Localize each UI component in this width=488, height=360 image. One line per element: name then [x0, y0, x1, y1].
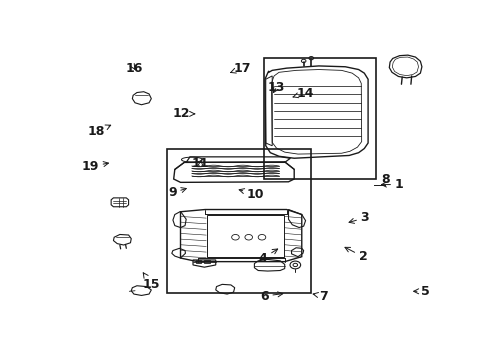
Bar [167, 149, 311, 293]
Text: 5: 5 [413, 285, 429, 298]
Bar [204, 260, 210, 263]
Bar [264, 58, 375, 179]
Text: 15: 15 [142, 273, 160, 291]
Text: 8: 8 [381, 172, 389, 185]
Text: 17: 17 [230, 62, 250, 75]
Text: 1: 1 [381, 178, 403, 191]
Text: 2: 2 [345, 247, 366, 263]
Text: 7: 7 [312, 289, 327, 302]
Bar [195, 260, 201, 263]
Text: 10: 10 [239, 188, 264, 201]
Text: 18: 18 [87, 125, 110, 138]
Text: 13: 13 [267, 81, 285, 94]
Text: 12: 12 [173, 107, 194, 120]
Text: 6: 6 [260, 289, 282, 302]
Text: 16: 16 [125, 62, 142, 75]
Text: 3: 3 [348, 211, 368, 224]
Text: 11: 11 [191, 157, 209, 170]
Text: 4: 4 [258, 249, 277, 265]
Text: 14: 14 [292, 87, 313, 100]
Text: 19: 19 [81, 160, 108, 173]
Text: 9: 9 [168, 186, 186, 199]
